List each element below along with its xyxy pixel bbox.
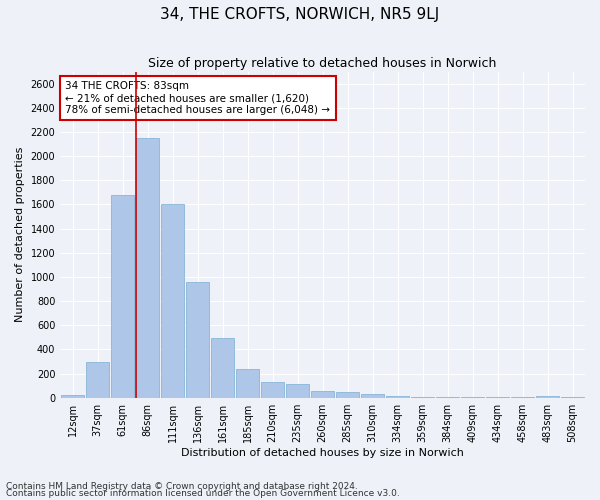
Text: 34 THE CROFTS: 83sqm
← 21% of detached houses are smaller (1,620)
78% of semi-de: 34 THE CROFTS: 83sqm ← 21% of detached h… [65, 82, 331, 114]
Bar [286, 384, 309, 398]
Bar [236, 368, 259, 398]
Bar [337, 392, 359, 398]
Text: Contains public sector information licensed under the Open Government Licence v3: Contains public sector information licen… [6, 490, 400, 498]
Bar [112, 195, 134, 398]
Text: Contains HM Land Registry data © Crown copyright and database right 2024.: Contains HM Land Registry data © Crown c… [6, 482, 358, 491]
Bar [262, 382, 284, 398]
Y-axis label: Number of detached properties: Number of detached properties [15, 147, 25, 322]
Bar [412, 396, 434, 398]
Bar [211, 338, 234, 398]
Bar [436, 396, 459, 398]
Bar [161, 204, 184, 398]
Bar [311, 392, 334, 398]
Bar [86, 362, 109, 398]
Bar [536, 396, 559, 398]
Text: 34, THE CROFTS, NORWICH, NR5 9LJ: 34, THE CROFTS, NORWICH, NR5 9LJ [160, 8, 440, 22]
Bar [386, 396, 409, 398]
Bar [136, 138, 159, 398]
Bar [187, 282, 209, 398]
X-axis label: Distribution of detached houses by size in Norwich: Distribution of detached houses by size … [181, 448, 464, 458]
Bar [361, 394, 384, 398]
Bar [61, 396, 84, 398]
Title: Size of property relative to detached houses in Norwich: Size of property relative to detached ho… [148, 58, 497, 70]
Bar [461, 397, 484, 398]
